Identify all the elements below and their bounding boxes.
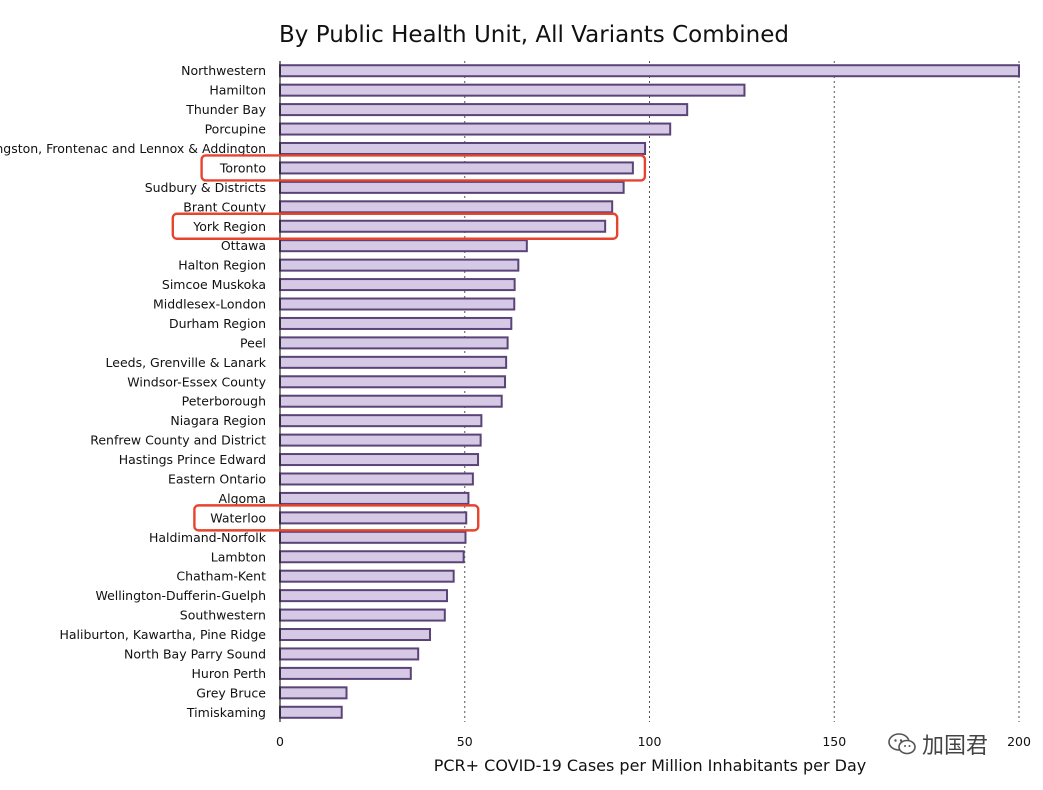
x-tick-label: 50 (457, 734, 473, 749)
bar (279, 686, 348, 700)
bar (279, 530, 467, 544)
category-label: Hamilton (209, 83, 266, 98)
x-tick-label: 200 (1007, 734, 1031, 749)
category-label: Ottawa (221, 238, 266, 253)
bar (279, 83, 746, 97)
category-label: Wellington-Dufferin-Guelph (95, 588, 266, 603)
bar (279, 64, 1020, 78)
category-label: Timiskaming (186, 705, 266, 720)
axes: 0 50 100 150 200 (276, 61, 1031, 749)
wechat-icon (888, 733, 916, 755)
category-label: Haldimand-Norfolk (149, 530, 267, 545)
bar (279, 180, 625, 194)
x-tick-label: 150 (822, 734, 846, 749)
grid-lines (464, 61, 1020, 722)
category-label: Leeds, Grenville & Lanark (106, 355, 267, 370)
highlight-boxes (171, 154, 647, 532)
bar (279, 453, 480, 467)
category-label: Niagara Region (170, 413, 266, 428)
bar (279, 550, 465, 564)
bar (279, 705, 343, 719)
category-label: York Region (192, 219, 266, 234)
watermark: 加国君 (888, 728, 988, 760)
bar (279, 219, 607, 233)
category-label: Peterborough (182, 394, 266, 409)
bar (279, 589, 449, 603)
category-label: Northwestern (181, 63, 266, 78)
bar (279, 647, 420, 661)
category-label: Simcoe Muskoka (162, 277, 266, 292)
bar (279, 141, 647, 155)
bar (279, 297, 516, 311)
bar (279, 511, 468, 525)
category-label: Peel (240, 335, 266, 350)
bar (279, 472, 474, 486)
bar (279, 628, 432, 642)
highlight-box (171, 212, 619, 240)
category-label: Sudbury & Districts (145, 180, 266, 195)
bar (279, 278, 516, 292)
bar (279, 336, 509, 350)
category-label: Kingston, Frontenac and Lennox & Addingt… (0, 141, 266, 156)
bar (279, 414, 483, 428)
x-axis-label: PCR+ COVID-19 Cases per Million Inhabita… (433, 756, 867, 775)
bar (279, 375, 507, 389)
category-label: Chatham-Kent (176, 569, 266, 584)
category-label: Porcupine (205, 122, 267, 137)
category-label: Halton Region (178, 258, 266, 273)
bar (279, 239, 528, 253)
bar (279, 394, 503, 408)
highlight-box (193, 504, 480, 532)
bar (279, 161, 634, 175)
category-label: Southwestern (180, 608, 266, 623)
bar (279, 200, 614, 214)
x-tick-label: 100 (638, 734, 662, 749)
category-label: Hastings Prince Edward (119, 452, 266, 467)
bar (279, 258, 520, 272)
category-label: Waterloo (210, 510, 266, 525)
bar (279, 355, 508, 369)
x-tick-label: 0 (276, 734, 284, 749)
category-label: Middlesex-London (153, 297, 266, 312)
bar (279, 608, 446, 622)
watermark-text: 加国君 (922, 734, 989, 759)
category-label: Algoma (219, 491, 266, 506)
category-label: Toronto (219, 160, 266, 175)
bar (279, 433, 482, 447)
category-label: Thunder Bay (185, 102, 266, 117)
category-label: Lambton (211, 549, 266, 564)
highlight-box (200, 154, 647, 182)
bar (279, 569, 455, 583)
chart-title: By Public Health Unit, All Variants Comb… (279, 22, 789, 48)
category-label: Windsor-Essex County (127, 374, 266, 389)
category-label: Durham Region (169, 316, 266, 331)
category-label: North Bay Parry Sound (124, 646, 266, 661)
bar (279, 122, 672, 136)
category-label: Haliburton, Kawartha, Pine Ridge (59, 627, 266, 642)
bar (279, 316, 513, 330)
bar (279, 103, 689, 117)
category-label: Eastern Ontario (168, 471, 266, 486)
bar (279, 666, 412, 680)
category-label: Grey Bruce (196, 685, 266, 700)
category-label: Brant County (183, 199, 266, 214)
category-label: Renfrew County and District (90, 433, 266, 448)
category-label: Huron Perth (192, 666, 266, 681)
category-labels: Northwestern Hamilton Thunder Bay Porcupine… (0, 63, 267, 720)
bar (279, 491, 470, 505)
